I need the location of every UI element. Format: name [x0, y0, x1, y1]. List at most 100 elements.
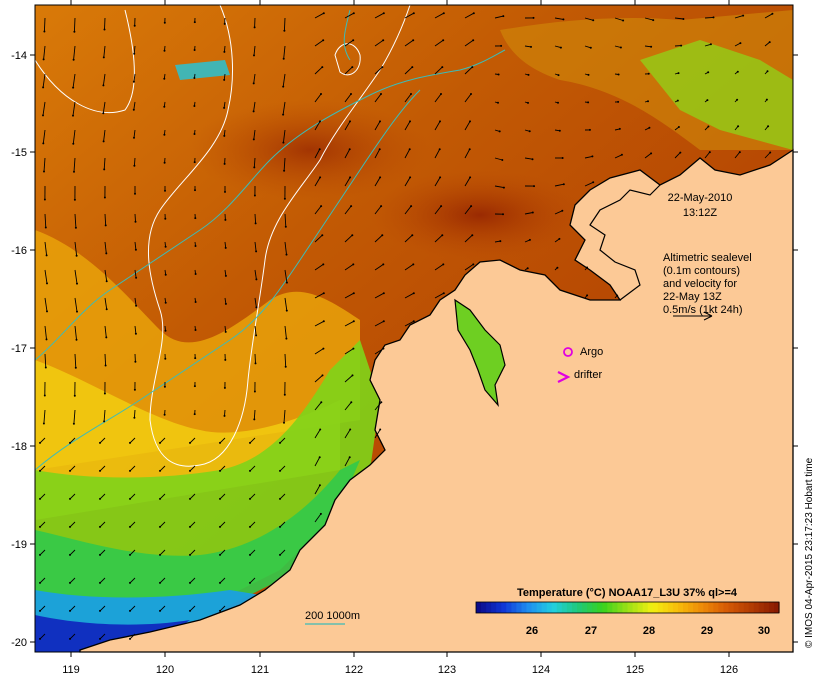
velocity-arrow-head: [322, 348, 324, 350]
velocity-arrow-head: [500, 45, 502, 47]
velocity-arrow-head: [42, 86, 44, 88]
velocity-arrow-head: [99, 470, 101, 472]
velocity-arrow-head: [219, 610, 221, 612]
velocity-arrow-head: [43, 58, 45, 60]
velocity-arrow-head: [69, 526, 71, 528]
argo-label: Argo: [580, 346, 603, 358]
colorbar-swatch: [602, 602, 608, 613]
velocity-arrow-head: [409, 176, 411, 178]
velocity-arrow-head: [193, 77, 195, 79]
velocity-arrow-head: [439, 120, 441, 122]
velocity-arrow-head: [739, 151, 741, 153]
velocity-arrow-head: [129, 582, 131, 584]
x-tick-label: 125: [626, 664, 644, 676]
x-tick-label: 120: [156, 664, 174, 676]
colorbar-swatch: [617, 602, 623, 613]
velocity-arrow-head: [99, 610, 101, 612]
velocity-arrow-head: [592, 19, 594, 21]
velocity-arrow-head: [99, 638, 101, 640]
velocity-arrow-head: [249, 470, 251, 472]
velocity-arrow-head: [282, 86, 284, 88]
velocity-arrow-head: [412, 263, 414, 265]
velocity-arrow-head: [39, 638, 41, 640]
velocity-arrow-head: [279, 442, 281, 444]
velocity-arrow-head: [99, 582, 101, 584]
velocity-arrow-head: [134, 25, 136, 27]
velocity-arrow-head: [45, 367, 47, 369]
velocity-arrow-head: [586, 267, 588, 269]
velocity-arrow-head: [469, 148, 471, 150]
velocity-arrow-head: [587, 101, 589, 103]
altimetry-line-4: 22-May 13Z: [663, 291, 722, 303]
velocity-arrow-head: [133, 417, 135, 419]
velocity-arrow-head: [195, 301, 197, 303]
velocity-arrow-head: [163, 78, 165, 80]
velocity-arrow-head: [39, 526, 41, 528]
velocity-arrow-head: [102, 84, 104, 86]
velocity-arrow-head: [286, 282, 288, 284]
velocity-arrow-head: [558, 238, 560, 240]
velocity-arrow-head: [409, 148, 411, 150]
velocity-arrow-head: [253, 54, 255, 56]
velocity-arrow-head: [76, 311, 78, 313]
velocity-arrow-head: [194, 357, 196, 359]
velocity-arrow-head: [134, 389, 136, 391]
velocity-arrow-head: [527, 267, 529, 269]
velocity-arrow-head: [69, 442, 71, 444]
colorbar-tick: 29: [701, 625, 713, 637]
velocity-arrow-head: [561, 210, 563, 212]
velocity-arrow-head: [39, 498, 41, 500]
velocity-arrow-head: [135, 249, 137, 251]
velocity-arrow-head: [470, 205, 472, 207]
velocity-arrow-head: [219, 526, 221, 528]
colorbar-swatch: [723, 602, 729, 613]
velocity-arrow-head: [225, 275, 227, 277]
velocity-arrow-head: [129, 554, 131, 556]
colorbar-swatch: [708, 602, 714, 613]
velocity-arrow-head: [159, 498, 161, 500]
velocity-arrow-head: [105, 365, 107, 367]
velocity-arrow-head: [319, 176, 321, 178]
velocity-arrow-head: [73, 423, 75, 425]
velocity-arrow-head: [159, 470, 161, 472]
velocity-arrow-head: [381, 234, 383, 236]
colorbar-swatch: [557, 602, 563, 613]
colorbar-tick: 26: [526, 625, 538, 637]
velocity-arrow-head: [713, 16, 715, 18]
velocity-arrow-head: [383, 292, 385, 294]
velocity-arrow-head: [72, 143, 74, 145]
velocity-arrow-head: [255, 278, 257, 280]
velocity-arrow-head: [533, 185, 535, 187]
velocity-arrow-head: [253, 138, 255, 140]
colorbar-swatch: [713, 602, 719, 613]
velocity-arrow-head: [284, 394, 286, 396]
velocity-arrow-head: [106, 308, 108, 310]
velocity-arrow-head: [501, 159, 503, 161]
velocity-arrow-head: [502, 15, 504, 17]
velocity-arrow: [284, 18, 285, 31]
velocity-arrow-head: [165, 246, 167, 248]
velocity-arrow-head: [76, 283, 78, 285]
velocity-arrow-head: [472, 263, 474, 265]
velocity-arrow-head: [562, 157, 564, 159]
velocity-arrow-head: [195, 245, 197, 247]
velocity-arrow-head: [533, 17, 535, 19]
colorbar-swatch: [759, 602, 765, 613]
velocity-arrow-head: [104, 197, 106, 199]
velocity-arrow-head: [279, 470, 281, 472]
velocity-arrow-head: [441, 66, 443, 68]
velocity-arrow-head: [189, 526, 191, 528]
velocity-arrow-head: [104, 393, 106, 395]
velocity-arrow-head: [707, 71, 709, 73]
velocity-arrow-head: [379, 176, 381, 178]
velocity-arrow-head: [285, 338, 287, 340]
velocity-arrow-head: [323, 320, 325, 322]
colorbar-swatch: [511, 602, 517, 613]
velocity-arrow-head: [350, 401, 352, 403]
date-line1: 22-May-2010: [668, 192, 733, 204]
velocity-arrow-head: [76, 339, 78, 341]
velocity-arrow-head: [105, 224, 107, 226]
velocity-arrow-head: [189, 554, 191, 556]
velocity-arrow-head: [74, 199, 76, 201]
